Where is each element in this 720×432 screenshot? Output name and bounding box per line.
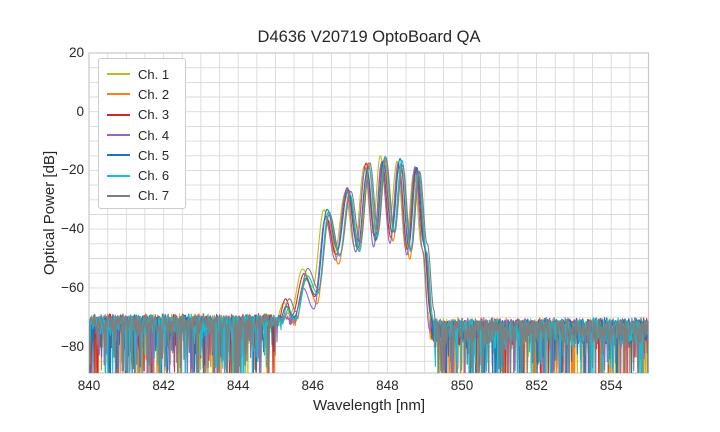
legend-line-swatch xyxy=(107,134,130,137)
legend-item-label: Ch. 4 xyxy=(138,127,170,143)
legend-line-swatch xyxy=(107,93,130,96)
x-axis-label: Wavelength [nm] xyxy=(313,397,425,414)
legend-line-swatch xyxy=(107,73,130,76)
y-tick-label: −60 xyxy=(61,279,84,295)
x-tick-label: 850 xyxy=(450,378,474,393)
legend-item: Ch. 4 xyxy=(107,125,177,145)
y-tick-label: −80 xyxy=(61,338,84,354)
legend-line-swatch xyxy=(107,154,130,157)
legend-item-label: Ch. 7 xyxy=(138,188,170,204)
legend: Ch. 1 Ch. 2 Ch. 3 Ch. 4 Ch. 5 Ch. 6 Ch. 7 xyxy=(98,58,186,209)
x-tick-label: 844 xyxy=(226,378,250,393)
y-tick-label: −40 xyxy=(61,221,84,237)
x-tick-label: 846 xyxy=(301,378,325,393)
legend-line-swatch xyxy=(107,174,130,177)
x-tick-label: 842 xyxy=(152,378,175,393)
x-tick-label: 848 xyxy=(376,378,399,393)
legend-item-label: Ch. 3 xyxy=(138,107,170,123)
legend-item-label: Ch. 5 xyxy=(138,147,170,163)
legend-line-swatch xyxy=(107,113,130,116)
chart-title: D4636 V20719 OptoBoard QA xyxy=(257,28,481,46)
legend-item: Ch. 2 xyxy=(107,84,177,104)
legend-item-label: Ch. 6 xyxy=(138,168,170,184)
series-line-ch-7 xyxy=(89,157,649,373)
x-tick-label: 840 xyxy=(77,378,101,393)
legend-item: Ch. 7 xyxy=(107,186,177,206)
legend-item: Ch. 6 xyxy=(107,165,177,185)
legend-item: Ch. 3 xyxy=(107,105,177,125)
y-tick-label: −20 xyxy=(61,162,84,178)
legend-item-label: Ch. 1 xyxy=(138,66,170,82)
legend-item-label: Ch. 2 xyxy=(138,86,170,102)
legend-item: Ch. 1 xyxy=(107,64,177,84)
y-tick-label: 0 xyxy=(76,103,84,119)
legend-item: Ch. 5 xyxy=(107,145,177,165)
series-lines xyxy=(89,155,649,373)
plot-frame xyxy=(88,52,650,374)
y-tick-label: 20 xyxy=(68,45,84,60)
x-tick-label: 854 xyxy=(599,378,623,393)
legend-line-swatch xyxy=(107,194,130,197)
x-tick-label: 852 xyxy=(525,378,548,393)
